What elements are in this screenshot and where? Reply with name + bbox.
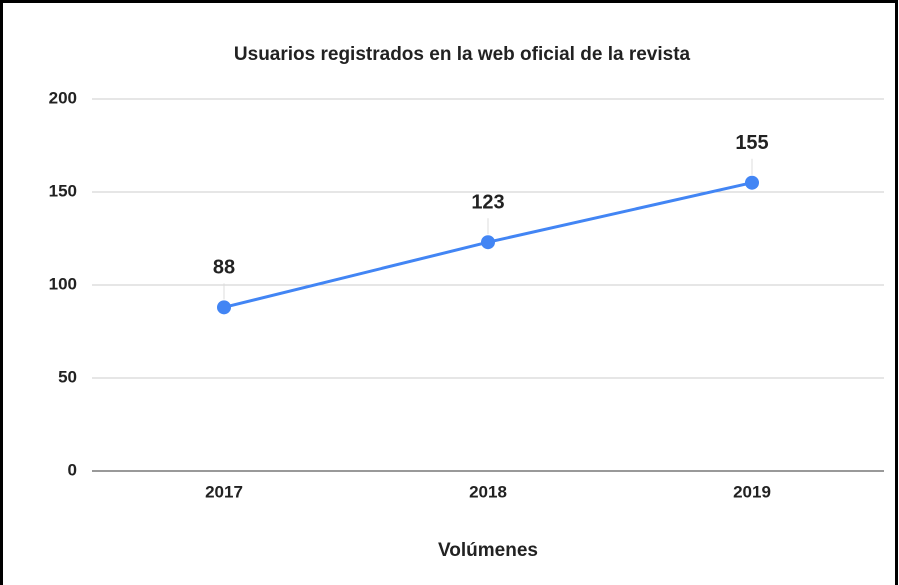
- y-tick-label: 200: [49, 88, 77, 107]
- data-label: 123: [471, 192, 504, 214]
- point: [481, 235, 495, 250]
- x-tick-label: 2019: [733, 482, 771, 501]
- data-label: 88: [213, 257, 235, 279]
- point: [745, 175, 759, 190]
- y-tick-label: 150: [49, 181, 77, 200]
- chart-title: Usuarios registrados en la web oficial d…: [234, 44, 691, 65]
- y-tick-label: 0: [68, 460, 77, 479]
- y-tick-label: 50: [58, 367, 77, 386]
- x-tick-label: 2017: [205, 482, 243, 501]
- x-tick-label: 2018: [469, 482, 507, 501]
- point: [217, 300, 231, 315]
- data-label: 155: [735, 132, 768, 154]
- y-tick-label: 100: [49, 274, 77, 293]
- x-axis-label: Volúmenes: [438, 540, 538, 561]
